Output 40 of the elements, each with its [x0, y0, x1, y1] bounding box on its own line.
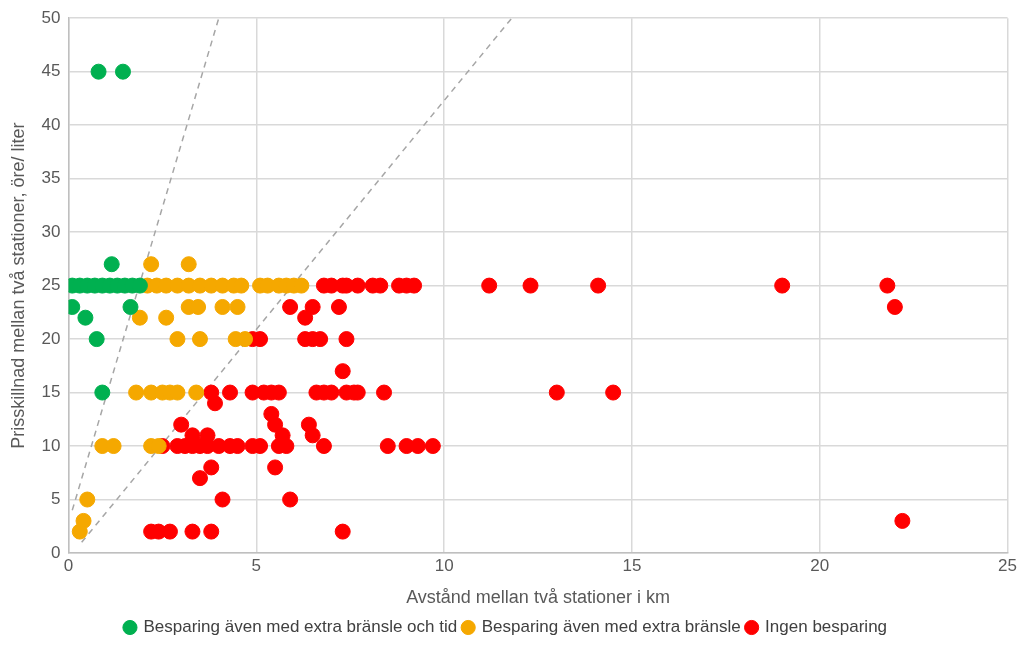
x-tick-label: 25: [998, 555, 1018, 575]
y-tick-label: 40: [41, 114, 61, 134]
y-tick-label: 20: [41, 328, 61, 348]
y-tick-label: 45: [41, 61, 61, 81]
y-tick-label: 0: [51, 542, 61, 562]
point: [131, 309, 148, 326]
legend-label: Ingen besparing: [765, 617, 888, 637]
point: [88, 331, 105, 348]
point: [169, 331, 186, 348]
x-tick-label: 15: [622, 555, 642, 575]
point: [77, 309, 94, 326]
point: [122, 298, 139, 315]
point: [103, 256, 120, 273]
point: [188, 384, 205, 401]
y-tick-label: 50: [41, 7, 61, 27]
x-tick-label: 20: [810, 555, 830, 575]
y-tick-label: 10: [41, 435, 61, 455]
point: [191, 331, 208, 348]
point: [71, 523, 88, 540]
point: [114, 63, 131, 80]
point: [214, 298, 231, 315]
y-tick-label: 5: [51, 489, 61, 509]
x-tick-label: 10: [434, 555, 454, 575]
point: [143, 256, 160, 273]
y-tick-label: 30: [41, 221, 61, 241]
y-axis-title: Prisskillnad mellan två stationer, öre/ liter: [7, 122, 28, 449]
point: [229, 298, 246, 315]
point: [79, 491, 96, 508]
point: [128, 384, 145, 401]
legend-label: Besparing även med extra bränsle: [481, 617, 741, 637]
x-tick-label: 5: [251, 555, 262, 575]
point: [90, 63, 107, 80]
point: [94, 384, 111, 401]
point: [180, 256, 197, 273]
y-tick-label: 35: [41, 168, 61, 188]
x-axis-title: Avstånd mellan två stationer i km: [406, 587, 670, 608]
point: [158, 309, 175, 326]
y-tick-label: 15: [41, 382, 61, 402]
y-tick-label: 25: [41, 275, 61, 295]
legend-label: Besparing även med extra bränsle och tid: [143, 617, 458, 637]
